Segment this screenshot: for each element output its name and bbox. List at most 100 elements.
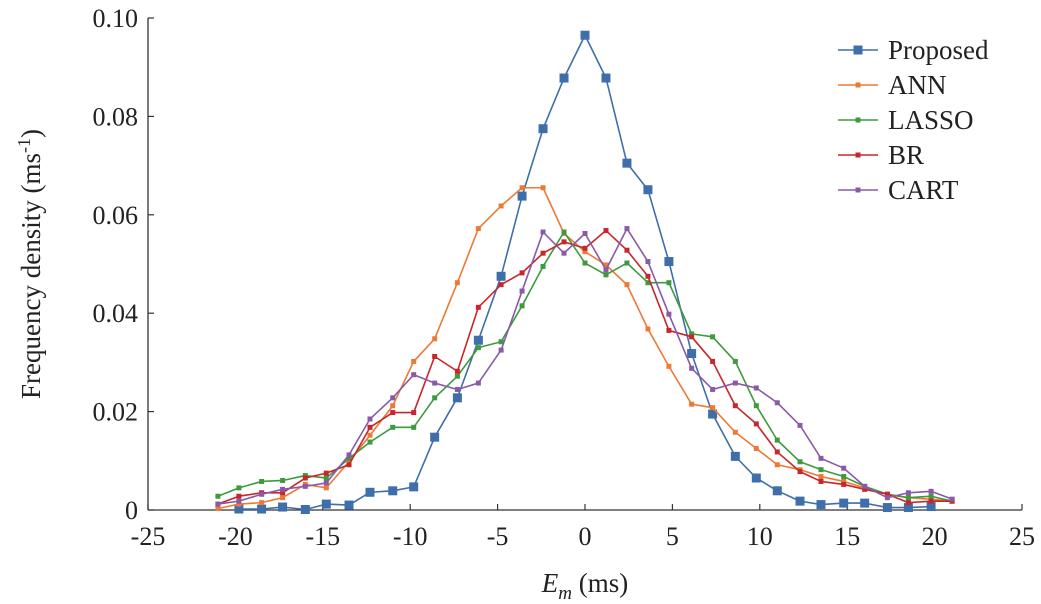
data-point-proposed	[517, 191, 527, 201]
data-point-br	[432, 354, 438, 359]
data-point-cart	[346, 452, 352, 458]
data-point-br	[774, 449, 780, 455]
legend-label-cart: CART	[888, 175, 959, 205]
data-point-lasso	[582, 260, 588, 266]
data-point-cart	[367, 416, 373, 422]
data-point-lasso	[818, 467, 824, 473]
data-point-ann	[454, 280, 460, 286]
data-point-cart	[454, 386, 460, 392]
x-tick-label: 20	[922, 522, 948, 551]
data-point-lasso	[346, 455, 352, 461]
data-point-cart	[732, 380, 738, 386]
data-point-cart	[841, 465, 847, 471]
x-tick-label: -10	[393, 522, 428, 551]
data-point-br	[498, 282, 504, 288]
data-point-lasso	[841, 474, 847, 480]
data-point-lasso	[475, 345, 481, 351]
legend-swatch-marker-lasso	[855, 117, 861, 123]
y-tick-label: 0.10	[93, 4, 139, 33]
data-point-ann	[818, 474, 824, 480]
data-point-lasso	[454, 373, 460, 379]
data-point-lasso	[236, 485, 242, 491]
data-point-lasso	[732, 358, 738, 364]
data-point-br	[905, 500, 911, 506]
data-point-ann	[323, 485, 329, 491]
legend-label-proposed: Proposed	[888, 35, 989, 65]
data-point-br	[561, 239, 567, 245]
data-point-proposed	[926, 502, 936, 512]
data-point-ann	[519, 185, 525, 191]
data-point-proposed	[687, 349, 697, 359]
data-point-br	[689, 334, 695, 340]
data-point-proposed	[860, 498, 870, 508]
data-point-proposed	[664, 257, 674, 267]
data-point-cart	[259, 491, 265, 497]
data-point-cart	[928, 488, 934, 494]
data-point-ann	[753, 446, 759, 451]
data-point-lasso	[259, 478, 265, 484]
data-point-proposed	[559, 73, 569, 83]
data-point-proposed	[430, 432, 440, 442]
data-point-ann	[280, 495, 286, 501]
data-point-br	[346, 462, 352, 468]
data-point-cart	[884, 495, 890, 501]
data-point-lasso	[689, 331, 695, 337]
data-point-br	[710, 358, 716, 364]
series-line-lasso	[217, 231, 953, 502]
data-point-proposed	[365, 487, 375, 497]
data-point-br	[390, 410, 396, 416]
data-point-br	[367, 424, 373, 430]
data-point-proposed	[344, 500, 354, 510]
data-point-proposed	[409, 482, 419, 492]
data-point-ann	[236, 501, 242, 507]
data-point-cart	[818, 455, 824, 461]
data-point-proposed	[816, 500, 826, 510]
legend-swatch-marker-br	[855, 152, 861, 158]
data-point-ann	[732, 429, 738, 435]
data-point-lasso	[519, 303, 525, 309]
data-point-cart	[390, 395, 396, 401]
data-point-proposed	[839, 498, 849, 508]
legend-item-ann: ANN	[838, 70, 947, 100]
x-tick-label: -25	[131, 522, 166, 551]
series-line-cart	[217, 227, 953, 505]
data-point-br	[862, 486, 868, 492]
data-point-lasso	[498, 339, 504, 345]
data-point-lasso	[666, 280, 672, 286]
data-point-br	[928, 498, 934, 504]
data-point-cart	[561, 250, 567, 256]
series-cart	[215, 226, 955, 507]
x-axis-title-symbol: E	[541, 568, 559, 598]
data-point-br	[540, 250, 546, 256]
legend-swatch-marker-ann	[855, 82, 861, 88]
data-point-cart	[949, 496, 955, 502]
data-point-ann	[346, 459, 352, 465]
data-point-br	[519, 270, 525, 276]
data-point-cart	[215, 501, 221, 507]
data-point-cart	[540, 229, 546, 235]
data-point-proposed	[538, 124, 548, 134]
data-point-cart	[666, 311, 672, 317]
data-point-br	[624, 247, 630, 253]
x-axis-title: Em (ms)	[541, 568, 628, 604]
data-point-lasso	[215, 493, 221, 499]
data-point-proposed	[730, 451, 740, 461]
data-point-proposed	[903, 503, 913, 513]
data-point-cart	[475, 380, 481, 386]
data-point-ann	[215, 506, 221, 512]
data-point-cart	[280, 486, 286, 492]
data-point-br	[280, 490, 286, 496]
x-tick-label: 10	[747, 522, 773, 551]
data-point-ann	[666, 363, 672, 369]
data-point-ann	[689, 401, 695, 407]
legend-item-lasso: LASSO	[838, 105, 974, 135]
data-point-proposed	[234, 504, 244, 514]
y-axis-title-main: Frequency density (ms	[16, 153, 46, 399]
series-lasso	[215, 229, 955, 504]
data-point-br	[666, 327, 672, 333]
data-point-proposed	[257, 504, 267, 514]
data-point-br	[236, 493, 242, 499]
data-point-ann	[367, 432, 373, 438]
data-point-lasso	[323, 475, 329, 481]
x-tick-label: 0	[579, 522, 592, 551]
